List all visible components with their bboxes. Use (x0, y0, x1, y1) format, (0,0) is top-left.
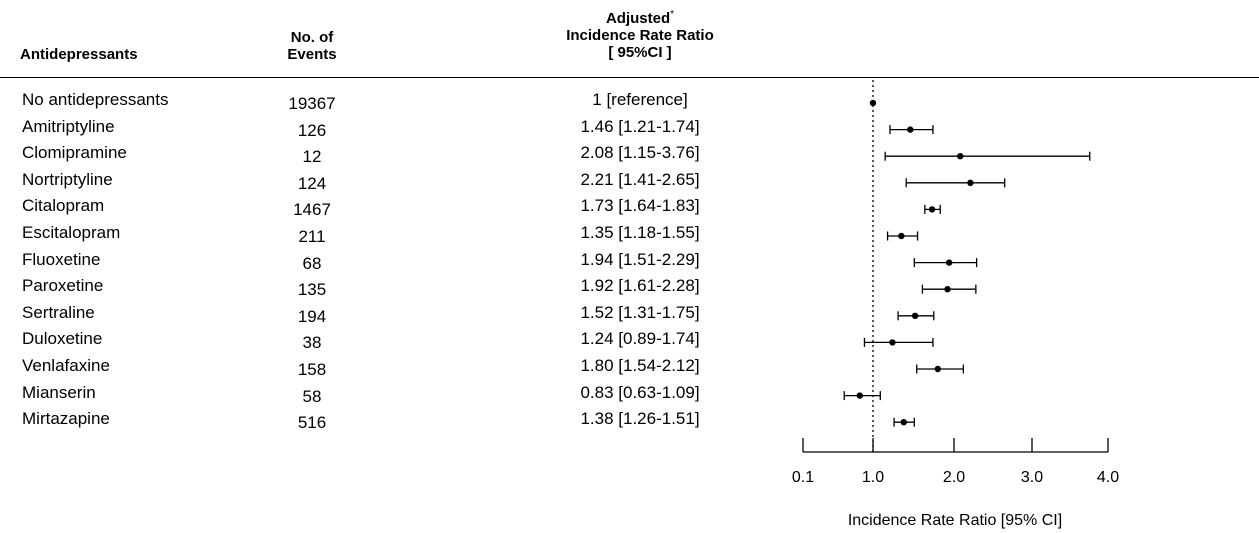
irr-value: 1.92 [1.61-2.28] (580, 276, 700, 296)
drug-name: Escitalopram (22, 223, 121, 242)
table-row: No antidepressants 19367 1 [reference] (0, 90, 1259, 117)
table-row: Citalopram 1467 1.73 [1.64-1.83] (0, 196, 1259, 223)
event-count: 12 (302, 147, 322, 167)
irr-value: 1 [reference] (592, 90, 688, 109)
point-estimate (934, 365, 941, 373)
point-estimate (944, 286, 951, 293)
table-row: Fluoxetine 68 1.94 [1.51-2.29] (0, 250, 1259, 277)
drug-name: Mirtazapine (22, 409, 110, 429)
drug-name: Sertraline (22, 302, 95, 322)
header-rule (0, 77, 1259, 78)
point-estimate (957, 153, 964, 160)
drug-name: Duloxetine (22, 329, 103, 349)
table-row: Amitriptyline 126 1.46 [1.21-1.74] (0, 117, 1259, 144)
event-count: 58 (302, 386, 322, 406)
table-row: Venlafaxine 158 1.80 [1.54-2.12] (0, 356, 1259, 383)
drug-name: Nortriptyline (22, 169, 113, 189)
table-row: Escitalopram 211 1.35 [1.18-1.55] (0, 223, 1259, 250)
irr-value: 1.94 [1.51-2.29] (580, 249, 700, 269)
event-count: 126 (297, 120, 327, 140)
irr-value: 1.73 [1.64-1.83] (580, 196, 700, 216)
point-estimate (928, 206, 936, 213)
irr-value: 1.46 [1.21-1.74] (580, 116, 700, 136)
irr-value: 0.83 [0.63-1.09] (580, 382, 700, 402)
drug-name: Venlafaxine (22, 356, 110, 375)
table-row: Duloxetine 38 1.24 [0.89-1.74] (0, 329, 1259, 356)
table-row: Sertraline 194 1.52 [1.31-1.75] (0, 303, 1259, 330)
irr-value: 2.21 [1.41-2.65] (580, 169, 700, 189)
irr-value: 1.80 [1.54-2.12] (580, 356, 700, 375)
event-count: 38 (302, 333, 322, 353)
point-estimate (911, 312, 919, 319)
event-count: 158 (297, 360, 327, 379)
event-count: 1467 (293, 200, 331, 220)
drug-name: No antidepressants (22, 90, 169, 109)
point-estimate (900, 419, 907, 426)
header-events-line1: No. of (290, 29, 334, 46)
table-row: Nortriptyline 124 2.21 [1.41-2.65] (0, 170, 1259, 197)
table-row: Mirtazapine 516 1.38 [1.26-1.51] (0, 409, 1259, 436)
point-estimate (907, 126, 914, 133)
event-count: 516 (297, 413, 327, 433)
event-count: 124 (297, 173, 327, 193)
irr-value: 1.24 [0.89-1.74] (580, 329, 700, 349)
drug-name: Citalopram (22, 196, 105, 216)
x-tick-label: 1.0 (862, 469, 884, 486)
drug-name: Amitriptyline (22, 116, 115, 136)
event-count: 135 (297, 280, 327, 300)
event-count: 211 (298, 227, 326, 246)
x-axis-title: Incidence Rate Ratio [95% CI] (848, 512, 1062, 529)
x-tick-label: 2.0 (943, 469, 965, 486)
x-tick-label: 4.0 (1097, 469, 1119, 486)
header-irr-line3: [ 95%CI ] (608, 44, 672, 61)
table-row: Mianserin 58 0.83 [0.63-1.09] (0, 383, 1259, 410)
header-irr-line2: Incidence Rate Ratio (566, 27, 714, 44)
drug-name: Fluoxetine (22, 249, 101, 269)
header-irr-asterisk: * (670, 9, 675, 20)
drug-name: Clomipramine (22, 143, 127, 163)
header-adjusted-irr: Adjusted* Incidence Rate Ratio [ 95%CI ] (520, 6, 760, 61)
x-tick-label: 3.0 (1021, 469, 1043, 486)
irr-value: 1.35 [1.18-1.55] (580, 223, 700, 242)
irr-value: 2.08 [1.15-3.76] (580, 143, 700, 163)
irr-value: 1.38 [1.26-1.51] (580, 409, 700, 429)
point-estimate (967, 179, 974, 186)
point-estimate (856, 392, 863, 399)
header-antidepressants: Antidepressants (20, 46, 138, 63)
table-row: Clomipramine 12 2.08 [1.15-3.76] (0, 143, 1259, 170)
event-count: 68 (302, 253, 322, 273)
point-estimate (945, 259, 953, 266)
point-estimate (889, 339, 896, 346)
header-irr-line1: Adjusted* (605, 9, 675, 27)
drug-name: Mianserin (22, 382, 96, 402)
table-row: Paroxetine 135 1.92 [1.61-2.28] (0, 276, 1259, 303)
drug-name: Paroxetine (22, 276, 104, 296)
event-count: 194 (297, 306, 327, 326)
header-no-of-events: No. of Events (262, 29, 362, 63)
point-estimate (898, 232, 905, 240)
irr-value: 1.52 [1.31-1.75] (580, 302, 700, 322)
point-estimate (869, 99, 877, 107)
event-count: 19367 (288, 94, 336, 113)
x-tick-label: 0.1 (792, 469, 814, 486)
header-events-line2: Events (287, 46, 337, 63)
